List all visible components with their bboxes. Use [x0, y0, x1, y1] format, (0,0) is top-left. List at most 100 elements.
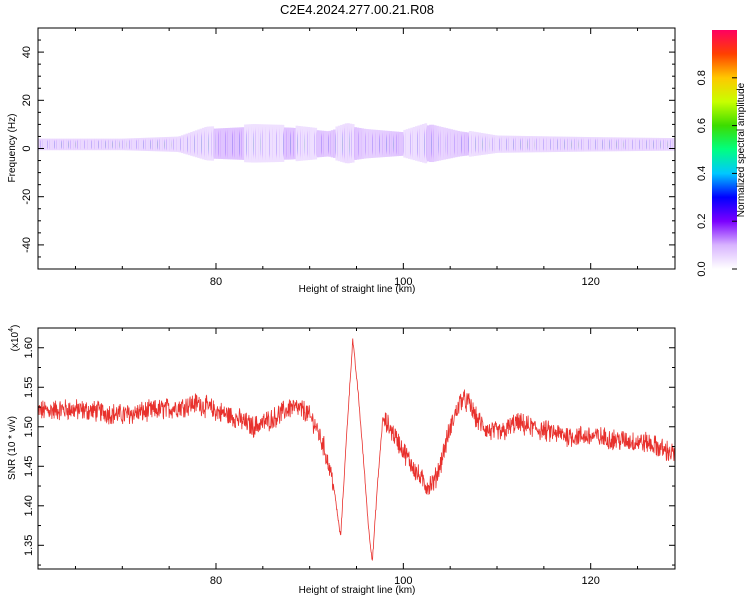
heatmap-cell [288, 127, 292, 160]
heatmap-cell [459, 131, 463, 157]
heatmap-cell [333, 129, 336, 158]
heatmap-cell [642, 137, 645, 151]
heatmap-cell [609, 137, 613, 152]
heatmap-cell [56, 138, 60, 151]
heatmap-cell [600, 137, 603, 152]
heatmap-cell [534, 136, 538, 153]
heatmap-cell [555, 136, 559, 153]
heatmap-cell [190, 132, 193, 156]
heatmap-cell [94, 138, 97, 151]
colorbar-label: Normalized spectral amplitude [736, 82, 747, 217]
heatmap-cell [110, 138, 114, 151]
heatmap-cell [344, 123, 348, 164]
heatmap-cell [487, 134, 491, 155]
heatmap-cell [246, 124, 250, 163]
heatmap-cell [87, 138, 90, 151]
heatmap-cell [312, 127, 315, 160]
heatmap-cell [553, 136, 556, 153]
heatmap-cell [103, 138, 107, 151]
snr-y-tick-label: 1.50 [23, 416, 35, 437]
heatmap-cell [260, 124, 264, 163]
heatmap-cell [218, 128, 222, 159]
snr-x-axis-label: Height of straight line (km) [299, 585, 416, 596]
heatmap-cell [354, 127, 357, 160]
heatmap-cell [525, 135, 528, 153]
heatmap-cell [541, 136, 545, 153]
heatmap-cell [84, 138, 88, 151]
heatmap-cell [138, 137, 142, 151]
heatmap-cell [187, 132, 191, 156]
heatmap-cell [300, 126, 304, 161]
heatmap-cell [665, 138, 669, 151]
colorbar-tick-label: 0.4 [696, 166, 708, 181]
heatmap-cell [604, 137, 608, 152]
heatmap-cell [408, 128, 411, 159]
heatmap-cell [499, 135, 503, 153]
heatmap-cell [279, 124, 282, 162]
heatmap-cell [515, 135, 519, 153]
heatmap-cell [206, 126, 210, 161]
heatmap-cell [372, 129, 376, 158]
heatmap-cell [398, 131, 402, 156]
heatmap-cell [63, 138, 67, 151]
heatmap-cell [101, 138, 104, 151]
heatmap-cell [536, 136, 540, 153]
heatmap-cell [588, 137, 592, 152]
heatmap-cell [96, 138, 100, 151]
heatmap-cell [176, 136, 179, 152]
heatmap-cell [199, 128, 203, 159]
heatmap-cell [586, 137, 589, 152]
heatmap-cell [159, 137, 163, 152]
heatmap-cell [239, 127, 243, 160]
heatmap-cell [227, 127, 231, 160]
heatmap-cell [461, 131, 465, 157]
heatmap-cell [550, 136, 554, 153]
heatmap-cell [447, 128, 451, 159]
heatmap-cell [522, 135, 526, 153]
snr-x-tick-label: 120 [582, 575, 600, 587]
heatmap-cell [232, 127, 236, 160]
heatmap-cell [302, 126, 306, 161]
heatmap-cell [178, 136, 182, 153]
snr-y-tick-label: 1.40 [23, 495, 35, 516]
heatmap-cell [506, 135, 510, 153]
heatmap-cell [614, 137, 617, 152]
heatmap-cell [297, 125, 301, 161]
snr-series-line [37, 338, 675, 562]
snr-plot-background [38, 328, 675, 569]
heatmap-cell [197, 129, 200, 158]
heatmap-cell [215, 128, 219, 159]
heatmap-x-ticks: 80 100 120 [74, 28, 639, 288]
heatmap-cell [61, 138, 65, 151]
heatmap-cell [286, 127, 289, 160]
heatmap-cell [283, 127, 287, 160]
heatmap-cell [429, 124, 432, 163]
heatmap-cell [621, 137, 624, 152]
figure-title: C2E4.2024.277.00.21.R08 [280, 2, 434, 17]
heatmap-cell [157, 137, 161, 152]
heatmap-cell [244, 124, 247, 163]
heatmap-cell [607, 137, 610, 152]
heatmap-cell [136, 138, 140, 151]
heatmap-cell [265, 124, 268, 163]
heatmap-cell [112, 138, 116, 151]
heatmap-cell [241, 127, 245, 160]
heatmap-y-tick-label: 20 [21, 94, 33, 106]
heatmap-cell [616, 137, 620, 152]
heatmap-cell [347, 123, 350, 164]
heatmap-cell [569, 136, 573, 152]
heatmap-cell [480, 132, 484, 156]
heatmap-cell [656, 137, 659, 151]
heatmap-cell [309, 127, 313, 160]
heatmap-cell [108, 138, 111, 151]
heatmap-cell [52, 138, 55, 151]
heatmap-cell [47, 138, 51, 151]
heatmap-cell [644, 137, 648, 151]
heatmap-cell [143, 137, 147, 151]
heatmap-cell [248, 124, 252, 163]
heatmap-cell [155, 137, 158, 152]
heatmap-cell [269, 124, 273, 163]
heatmap-cell [597, 137, 601, 152]
heatmap-cell [529, 136, 533, 153]
